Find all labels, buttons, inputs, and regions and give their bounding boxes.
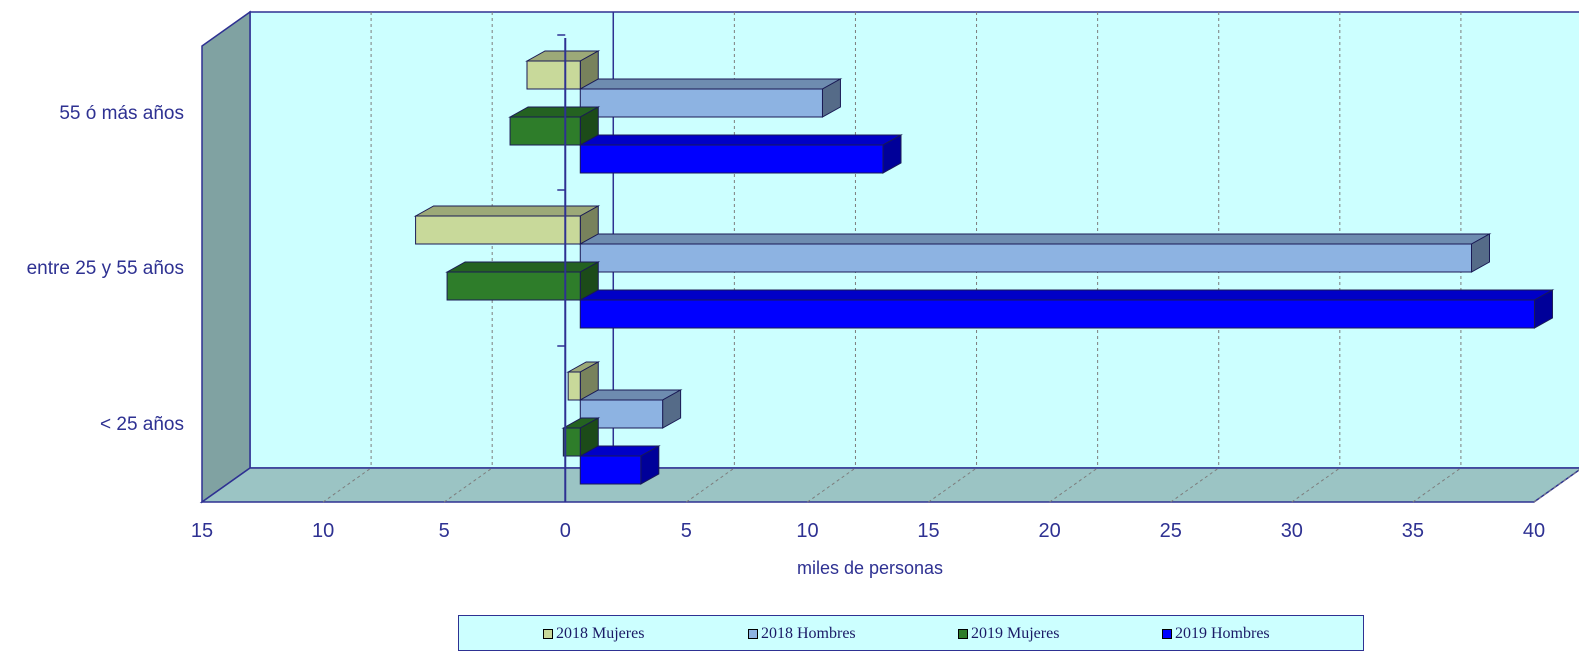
bar-2018-hombres-cat1	[578, 233, 1492, 273]
bar-front-face	[526, 60, 581, 90]
x-tick-label: 10	[312, 520, 334, 542]
x-tick-label: 15	[191, 520, 213, 542]
category-label: 55 ó más años	[59, 103, 184, 124]
x-tick-label: 35	[1402, 520, 1424, 542]
x-tick-label: 5	[439, 520, 450, 542]
bar-top-face	[578, 134, 903, 146]
x-axis-title: miles de personas	[797, 558, 943, 578]
bar-front-face	[579, 299, 1535, 329]
bar-2018-mujeres-cat2	[525, 50, 601, 90]
bar-front-face	[509, 116, 581, 146]
bar-front-face	[579, 243, 1473, 273]
bar-2018-mujeres-cat1	[413, 205, 601, 245]
bar-2019-mujeres-cat2	[508, 106, 601, 146]
plot-floor	[199, 467, 1579, 503]
x-tick-label: 5	[681, 520, 692, 542]
bar-2019-mujeres-cat0	[561, 417, 601, 457]
floor-gridline	[1533, 469, 1579, 503]
floor-gridline	[322, 467, 372, 503]
floor-gridline	[1049, 467, 1098, 503]
bar-2019-mujeres-cat1	[445, 261, 601, 301]
legend-label: 2019 Mujeres	[971, 625, 1060, 642]
bar-top-face	[578, 289, 1555, 301]
bar-front-face	[562, 427, 581, 457]
category-label: entre 25 y 55 años	[27, 258, 184, 279]
floor-gridline	[1412, 467, 1462, 503]
bar-2019-hombres-cat0	[578, 445, 661, 485]
x-tick-label: 0	[560, 520, 571, 542]
bar-top-face	[578, 233, 1492, 245]
bar-top-face	[413, 205, 601, 217]
floor-gridline	[1170, 467, 1220, 503]
legend-label: 2018 Mujeres	[556, 625, 645, 642]
x-tick-label: 40	[1523, 520, 1545, 542]
bars-group	[413, 50, 1555, 485]
legend-item-2018-hombres: 2018 Hombres	[748, 625, 856, 643]
bar-2018-mujeres-cat0	[566, 361, 601, 401]
x-tick-label: 20	[1039, 520, 1061, 542]
legend-label: 2019 Hombres	[1175, 625, 1270, 642]
x-tick-label: 25	[1160, 520, 1182, 542]
bar-top-face	[445, 261, 601, 273]
legend-swatch	[748, 629, 758, 639]
bar-front-face	[567, 371, 581, 401]
floor-gridline	[1291, 467, 1341, 503]
bar-2019-hombres-cat2	[578, 134, 903, 174]
floor-gridline	[807, 467, 856, 503]
bar-front-face	[446, 271, 581, 301]
legend-swatch	[958, 629, 968, 639]
x-tick-label: 10	[796, 520, 818, 542]
bar-2018-hombres-cat0	[578, 389, 683, 429]
bar-front-face	[579, 144, 884, 174]
x-tick-label: 30	[1281, 520, 1303, 542]
bar-front-face	[579, 455, 642, 485]
bar-2018-hombres-cat2	[578, 78, 843, 118]
bar-front-face	[415, 215, 581, 245]
legend-swatch	[1162, 629, 1172, 639]
floor-gridline	[928, 467, 977, 503]
bar-2019-hombres-cat1	[578, 289, 1555, 329]
plot-side-wall	[201, 10, 251, 504]
floor-gridline	[686, 467, 735, 503]
legend-label: 2018 Hombres	[761, 625, 856, 642]
legend-item-2018-mujeres: 2018 Mujeres	[543, 625, 644, 643]
legend: 2018 Mujeres 2018 Hombres 2019 Mujeres 2019…	[458, 615, 1364, 651]
category-label: < 25 años	[100, 414, 184, 435]
legend-swatch	[543, 629, 553, 639]
bar-front-face	[579, 88, 823, 118]
bar-top-face	[578, 78, 843, 90]
floor-gridline	[443, 467, 493, 503]
x-tick-label: 15	[917, 520, 939, 542]
legend-item-2019-mujeres: 2019 Mujeres	[958, 625, 1059, 643]
legend-item-2019-hombres: 2019 Hombres	[1162, 625, 1270, 643]
